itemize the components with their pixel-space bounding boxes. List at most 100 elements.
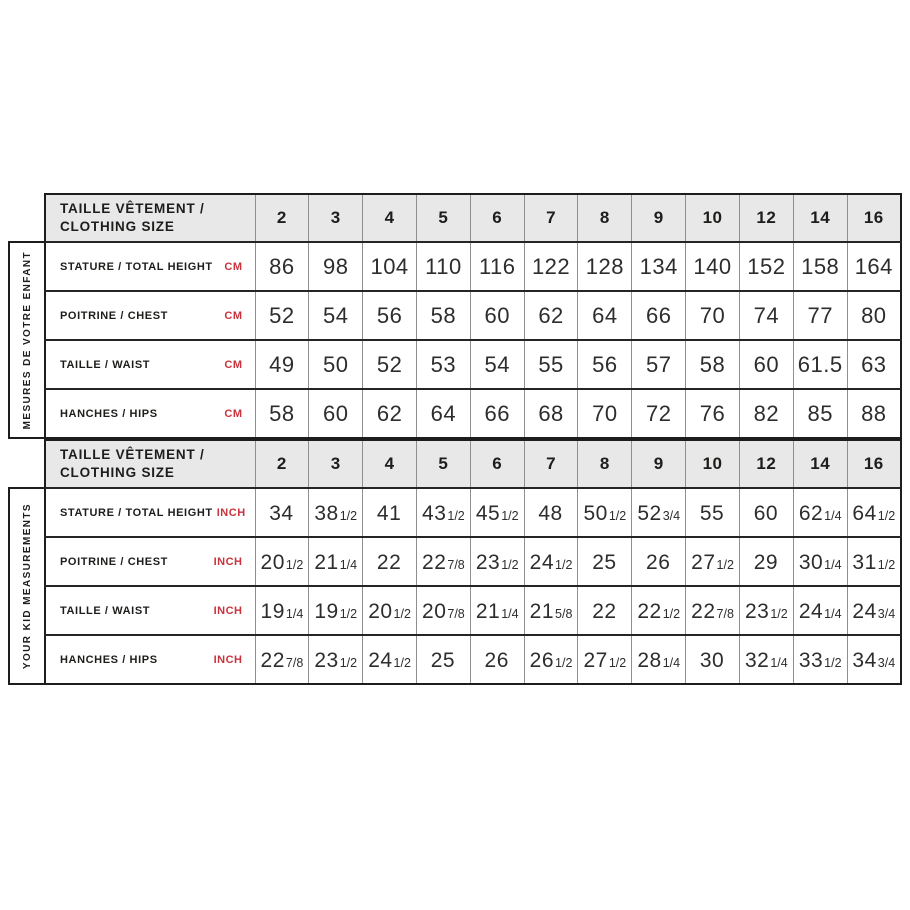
- row-label: TAILLE / WAIST: [60, 358, 151, 371]
- row-label: POITRINE / CHEST: [60, 309, 168, 322]
- value-cell: 54: [469, 339, 525, 389]
- size-column-header: 12: [738, 194, 794, 242]
- size-column-header: 4: [362, 440, 417, 488]
- value-cell: 58: [415, 290, 471, 340]
- value-cell: 49: [254, 339, 309, 389]
- size-column-header: 8: [577, 194, 632, 242]
- row-header-cell: STATURE / TOTAL HEIGHT INCH: [45, 487, 255, 537]
- row-header-cell: TAILLE / WAIST CM: [45, 339, 255, 389]
- value-cell: 57: [631, 339, 686, 389]
- size-column-header: 12: [738, 440, 794, 488]
- fraction: 3/4: [877, 606, 896, 621]
- value-cell: 122: [523, 241, 578, 291]
- fraction: 1/2: [339, 655, 358, 670]
- value-cell: 243/4: [846, 585, 901, 635]
- value-cell: 76: [685, 388, 740, 438]
- fraction: 5/8: [555, 606, 573, 621]
- size-column-header: 3: [308, 194, 363, 242]
- fraction: 1/2: [555, 655, 573, 670]
- value-cell: 207/8: [415, 585, 471, 635]
- table-row-waist-inch: TAILLE / WAIST INCH 191/4 191/2 201/2 20…: [45, 585, 901, 635]
- unit-label: CM: [224, 309, 243, 322]
- size-column-header: 2: [254, 440, 309, 488]
- size-header-line1: TAILLE VÊTEMENT /: [60, 447, 205, 463]
- value-cell: 431/2: [415, 487, 471, 537]
- size-column-header: 3: [308, 440, 363, 488]
- value-cell: 80: [846, 290, 901, 340]
- size-column-header: 16: [846, 440, 901, 488]
- value-cell: 261/2: [523, 634, 578, 684]
- unit-label: CM: [224, 358, 243, 371]
- fraction: 1/2: [662, 606, 681, 621]
- value-cell: 271/2: [685, 536, 740, 586]
- value-cell: 70: [577, 388, 632, 438]
- unit-label: INCH: [213, 653, 243, 666]
- value-cell: 140: [685, 241, 740, 291]
- value-cell: 77: [792, 290, 848, 340]
- value-cell: 66: [469, 388, 525, 438]
- value-cell: 64: [577, 290, 632, 340]
- fraction: 1/4: [501, 606, 519, 621]
- fraction: 1/2: [716, 557, 734, 572]
- value-cell: 343/4: [846, 634, 901, 684]
- size-header-line2: CLOTHING SIZE: [60, 219, 175, 234]
- value-cell: 63: [846, 339, 901, 389]
- value-cell: 72: [631, 388, 686, 438]
- size-column-header: 7: [523, 440, 578, 488]
- value-cell: 116: [469, 241, 525, 291]
- value-cell: 55: [523, 339, 578, 389]
- value-cell: 311/2: [846, 536, 901, 586]
- table-row-hips-inch: HANCHES / HIPS INCH 227/8 231/2 241/2 25…: [45, 634, 901, 684]
- value-cell: 52: [362, 339, 417, 389]
- value-cell: 60: [738, 487, 794, 537]
- row-label: STATURE / TOTAL HEIGHT: [60, 506, 213, 519]
- size-column-header: 10: [685, 440, 740, 488]
- inch-section: YOUR KID MEASUREMENTS TAILLE VÊTEMENT / …: [8, 439, 904, 685]
- value-cell: 25: [577, 536, 632, 586]
- value-cell: 164: [846, 241, 901, 291]
- unit-label: INCH: [213, 604, 243, 617]
- value-cell: 29: [738, 536, 794, 586]
- unit-label: CM: [224, 260, 243, 273]
- value-cell: 201/2: [254, 536, 309, 586]
- fraction: 1/2: [608, 655, 627, 670]
- size-column-header: 9: [631, 194, 686, 242]
- fraction: 1/2: [608, 508, 627, 523]
- size-header-line1: TAILLE VÊTEMENT /: [60, 201, 205, 217]
- fraction: 1/2: [285, 557, 304, 572]
- fraction: 1/4: [339, 557, 358, 572]
- row-header-cell: POITRINE / CHEST INCH: [45, 536, 255, 586]
- table-row-waist-cm: TAILLE / WAIST CM 49 50 52 53 54 55 56 5…: [45, 339, 901, 389]
- size-chart: MESURES DE VOTRE ENFANT TAILLE VÊTEMENT …: [8, 193, 904, 685]
- value-cell: 30: [685, 634, 740, 684]
- value-cell: 451/2: [469, 487, 525, 537]
- value-cell: 128: [577, 241, 632, 291]
- value-cell: 227/8: [685, 585, 740, 635]
- value-cell: 621/4: [792, 487, 848, 537]
- value-cell: 26: [631, 536, 686, 586]
- value-cell: 231/2: [469, 536, 525, 586]
- cm-table: TAILLE VÊTEMENT / CLOTHING SIZE 2 3 4 5 …: [44, 193, 902, 439]
- value-cell: 34: [254, 487, 309, 537]
- fraction: 3/4: [877, 655, 896, 670]
- size-column-header: 4: [362, 194, 417, 242]
- value-cell: 50: [308, 339, 363, 389]
- fraction: 1/4: [662, 655, 681, 670]
- table-row-chest-inch: POITRINE / CHEST INCH 201/2 211/4 22 227…: [45, 536, 901, 586]
- fraction: 1/2: [339, 606, 358, 621]
- size-column-header: 14: [792, 440, 848, 488]
- unit-label: INCH: [213, 555, 243, 568]
- size-column-header: 5: [415, 440, 471, 488]
- size-header-row: TAILLE VÊTEMENT / CLOTHING SIZE 2 3 4 5 …: [45, 194, 901, 242]
- value-cell: 301/4: [792, 536, 848, 586]
- value-cell: 64: [415, 388, 471, 438]
- value-cell: 227/8: [415, 536, 471, 586]
- cm-side-strip: MESURES DE VOTRE ENFANT: [8, 241, 46, 439]
- size-column-header: 5: [415, 194, 471, 242]
- size-header-line2: CLOTHING SIZE: [60, 465, 175, 480]
- value-cell: 231/2: [308, 634, 363, 684]
- row-label: HANCHES / HIPS: [60, 407, 158, 420]
- value-cell: 60: [308, 388, 363, 438]
- fraction: 1/2: [339, 508, 358, 523]
- value-cell: 85: [792, 388, 848, 438]
